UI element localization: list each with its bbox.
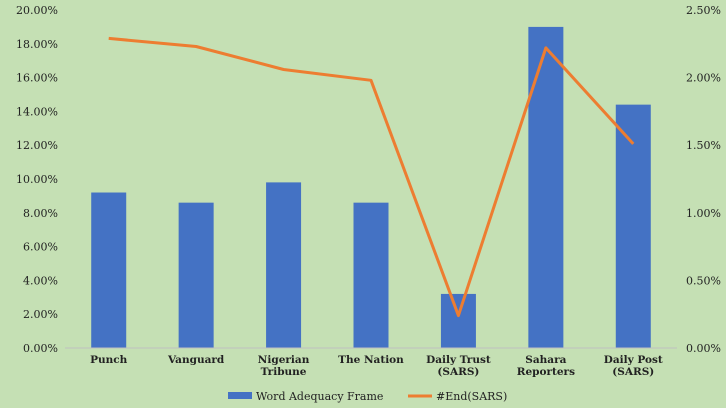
legend-label-endsars: #End(SARS) (436, 390, 507, 403)
right-axis-tick-label: 2.50% (686, 4, 721, 17)
right-axis-tick-label: 2.00% (686, 72, 721, 85)
left-axis-tick-label: 8.00% (23, 207, 58, 220)
bar-word-adequacy-frame (528, 26, 564, 349)
category-label: Vanguard (167, 354, 225, 366)
left-axis-tick-label: 12.00% (16, 139, 58, 152)
left-axis-tick-label: 2.00% (23, 308, 58, 321)
right-axis-tick-label: 0.00% (686, 342, 721, 355)
category-label: Reporters (517, 366, 575, 378)
bar-word-adequacy-frame (178, 202, 214, 348)
left-axis-tick-label: 14.00% (16, 105, 58, 118)
category-label: Tribune (261, 366, 307, 378)
category-label: Nigerian (258, 354, 310, 366)
category-label: Sahara (525, 354, 566, 366)
right-axis-tick-label: 0.50% (686, 274, 721, 287)
bar-word-adequacy-frame (440, 293, 476, 348)
left-axis-tick-label: 6.00% (23, 241, 58, 254)
legend-swatch-word-adequacy-frame (228, 392, 252, 399)
category-label: The Nation (338, 354, 404, 366)
bar-word-adequacy-frame (615, 104, 651, 348)
left-axis-tick-label: 16.00% (16, 72, 58, 85)
left-axis-tick-label: 20.00% (16, 4, 58, 17)
bar-word-adequacy-frame (266, 182, 302, 348)
left-axis-tick-label: 4.00% (23, 274, 58, 287)
left-axis-tick-label: 0.00% (23, 342, 58, 355)
category-label: (SARS) (612, 366, 654, 378)
category-label: Punch (90, 354, 128, 366)
category-label: (SARS) (437, 366, 479, 378)
category-label: Daily Post (604, 354, 663, 366)
right-axis-tick-label: 1.00% (686, 207, 721, 220)
bar-word-adequacy-frame (353, 202, 389, 348)
category-label: Daily Trust (426, 354, 491, 366)
bar-word-adequacy-frame (91, 192, 127, 348)
left-axis-tick-label: 10.00% (16, 173, 58, 186)
left-axis-tick-label: 18.00% (16, 38, 58, 51)
legend-label-word-adequacy-frame: Word Adequacy Frame (256, 390, 383, 403)
right-axis-tick-label: 1.50% (686, 139, 721, 152)
